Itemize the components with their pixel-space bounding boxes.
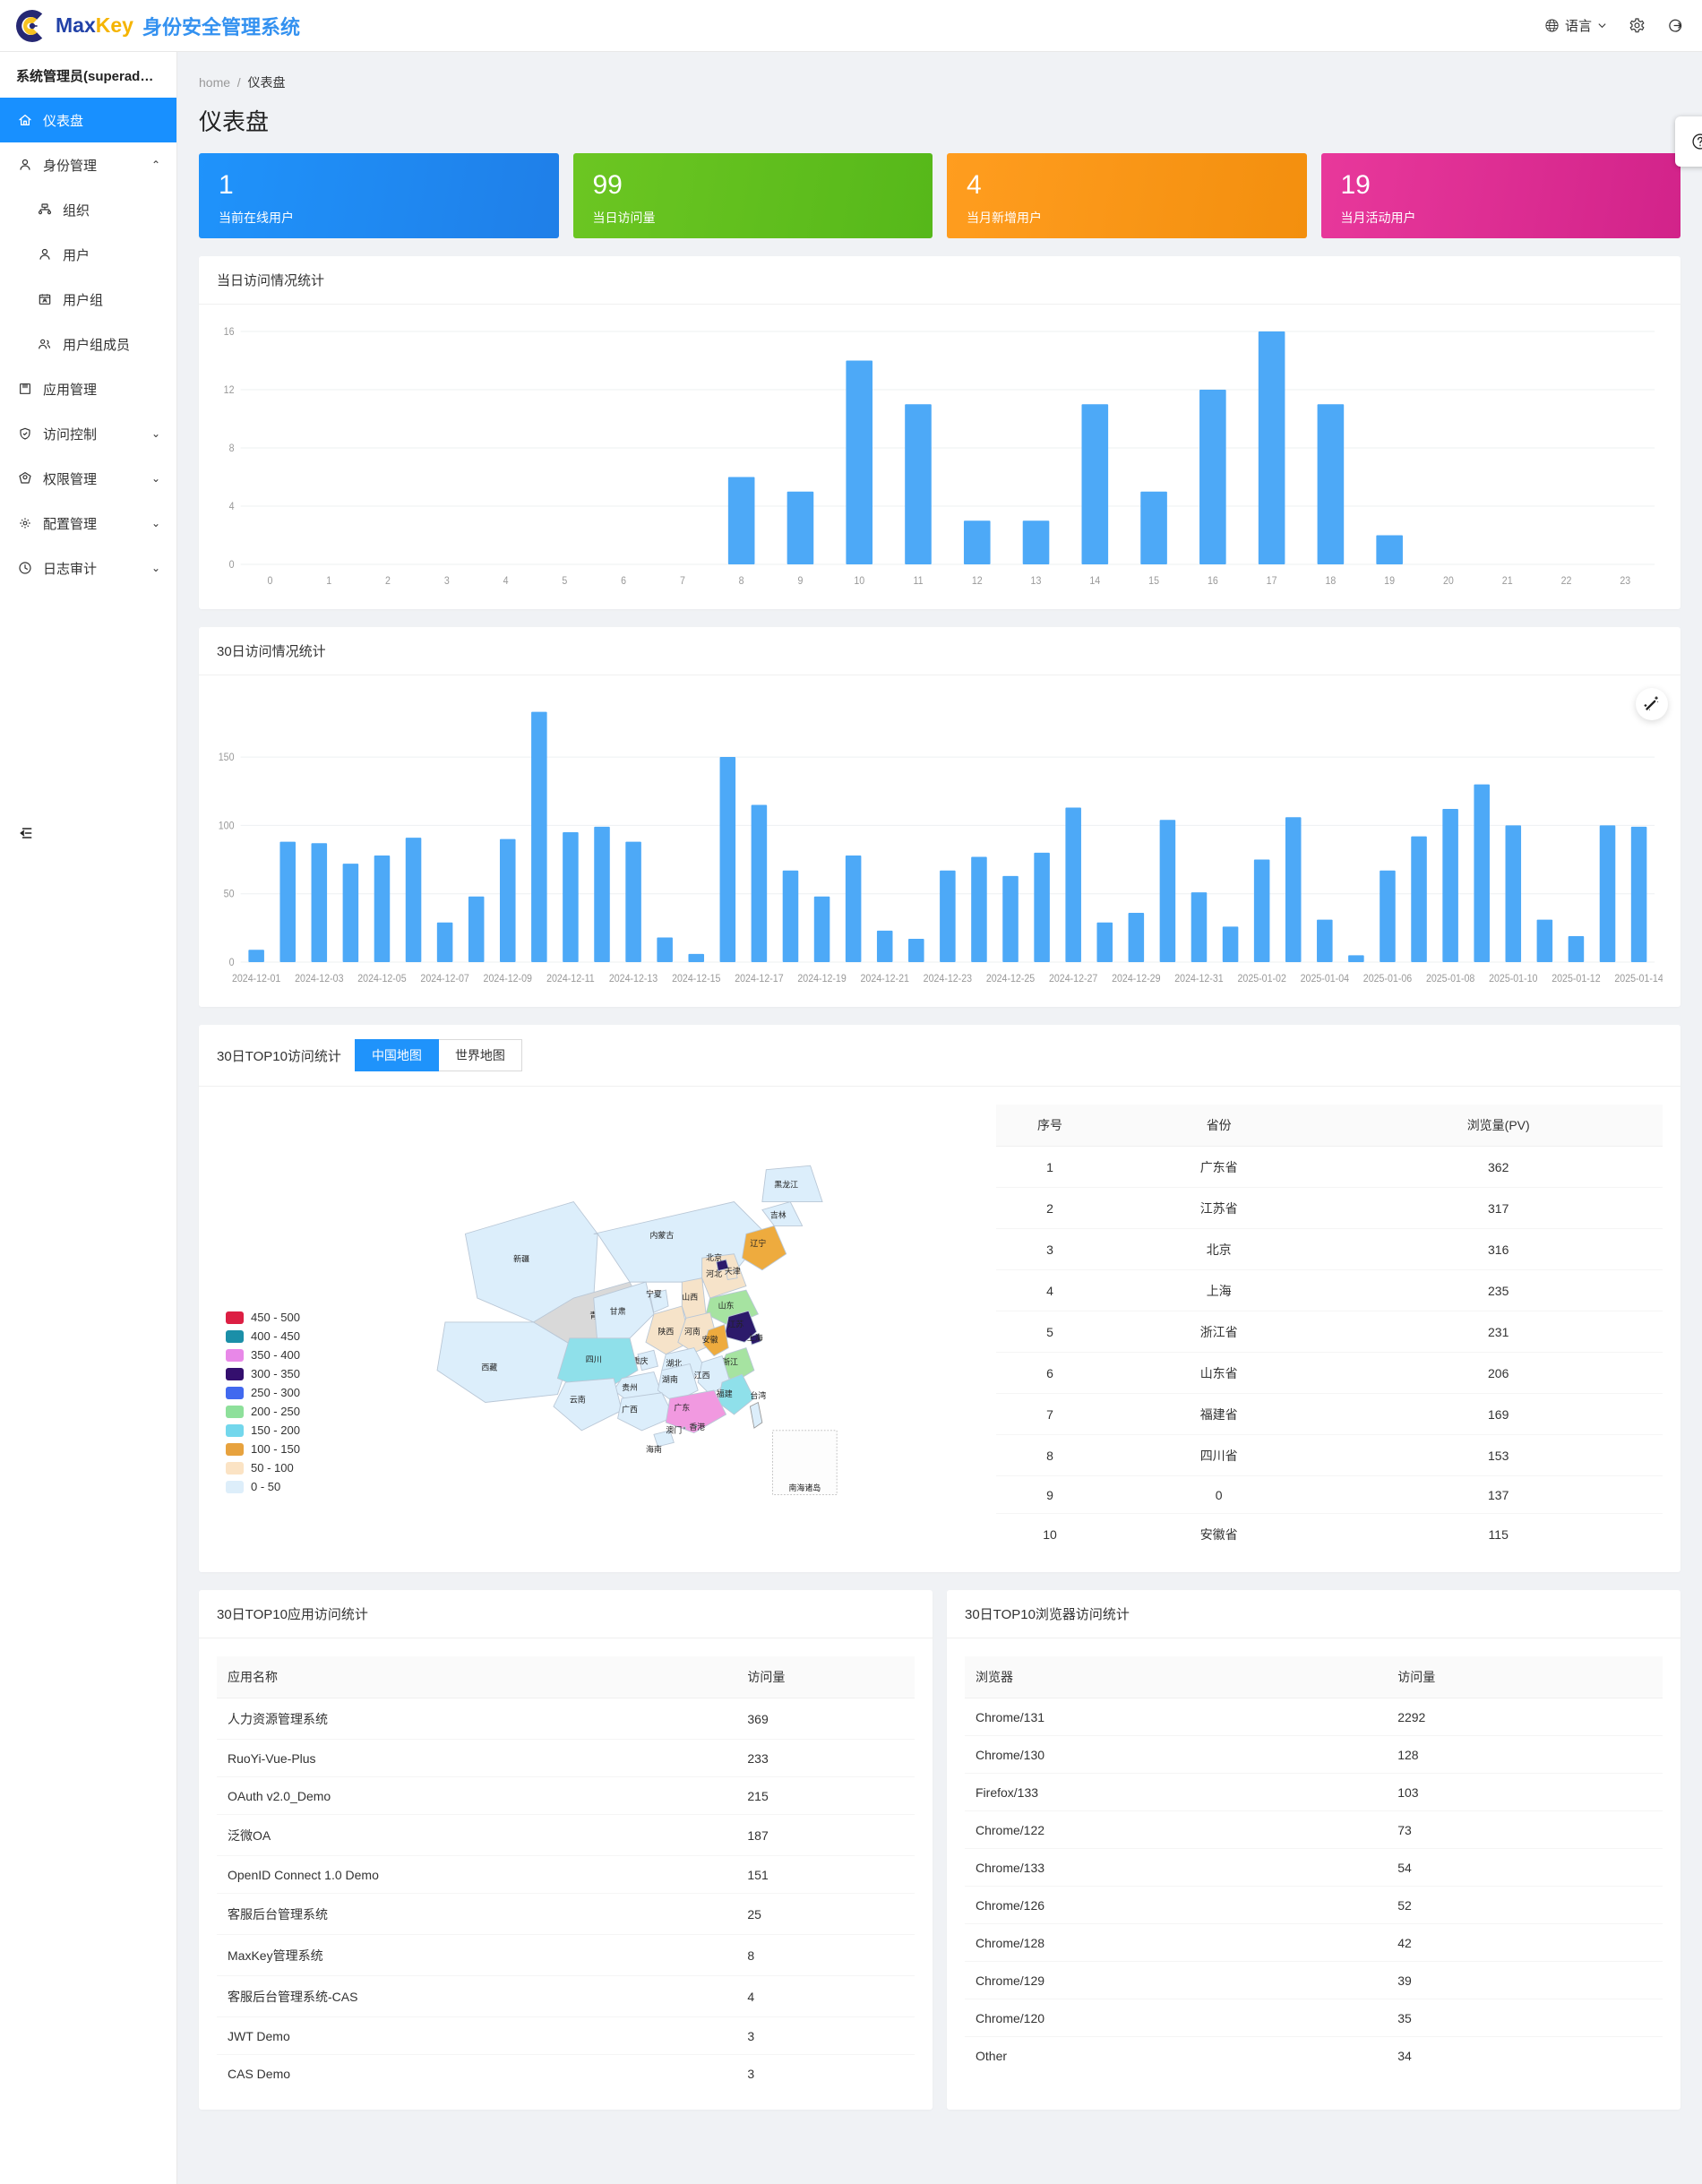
svg-text:10: 10: [854, 575, 864, 587]
svg-text:上海: 上海: [747, 1333, 763, 1343]
svg-text:四川: 四川: [586, 1355, 602, 1364]
svg-text:广西: 广西: [622, 1404, 638, 1414]
svg-text:江苏: 江苏: [727, 1319, 744, 1328]
svg-text:6: 6: [621, 575, 626, 587]
svg-text:12: 12: [972, 575, 983, 587]
svg-text:山西: 山西: [682, 1293, 698, 1302]
svg-text:22: 22: [1561, 575, 1572, 587]
svg-text:7: 7: [680, 575, 685, 587]
svg-text:澳门: 澳门: [666, 1425, 682, 1435]
svg-text:安徽: 安徽: [702, 1334, 718, 1344]
svg-text:广东: 广东: [674, 1402, 690, 1412]
svg-text:2024-12-27: 2024-12-27: [1049, 973, 1097, 985]
svg-text:吉林: 吉林: [770, 1209, 787, 1219]
svg-text:2024-12-11: 2024-12-11: [546, 973, 595, 985]
svg-text:南海诸岛: 南海诸岛: [788, 1483, 821, 1492]
svg-text:西藏: 西藏: [481, 1363, 497, 1372]
svg-text:2024-12-03: 2024-12-03: [295, 973, 343, 985]
svg-text:4: 4: [229, 501, 235, 512]
svg-text:2025-01-12: 2025-01-12: [1552, 973, 1600, 985]
svg-text:2025-01-10: 2025-01-10: [1489, 973, 1537, 985]
svg-text:河南: 河南: [684, 1326, 701, 1336]
svg-text:江西: 江西: [694, 1371, 710, 1380]
svg-text:2024-12-13: 2024-12-13: [609, 973, 658, 985]
svg-text:云南: 云南: [570, 1395, 586, 1405]
svg-text:8: 8: [739, 575, 744, 587]
svg-text:18: 18: [1325, 575, 1336, 587]
svg-text:2024-12-05: 2024-12-05: [357, 973, 406, 985]
svg-text:内蒙古: 内蒙古: [649, 1230, 674, 1240]
svg-text:3: 3: [444, 575, 450, 587]
svg-text:100: 100: [219, 821, 235, 832]
svg-text:2025-01-06: 2025-01-06: [1363, 973, 1412, 985]
svg-text:2025-01-04: 2025-01-04: [1301, 973, 1349, 985]
svg-text:5: 5: [562, 575, 567, 587]
svg-text:14: 14: [1089, 575, 1100, 587]
svg-text:陕西: 陕西: [658, 1326, 674, 1336]
svg-text:2024-12-17: 2024-12-17: [735, 973, 783, 985]
svg-text:2: 2: [385, 575, 391, 587]
svg-text:2024-12-15: 2024-12-15: [672, 973, 720, 985]
svg-text:福建: 福建: [717, 1389, 733, 1398]
svg-text:2025-01-14: 2025-01-14: [1614, 973, 1663, 985]
svg-text:2024-12-25: 2024-12-25: [986, 973, 1035, 985]
svg-text:8: 8: [229, 443, 235, 454]
svg-text:海南: 海南: [646, 1444, 662, 1454]
svg-text:贵州: 贵州: [622, 1382, 638, 1392]
svg-text:台湾: 台湾: [750, 1390, 766, 1400]
svg-text:50: 50: [224, 889, 235, 900]
svg-text:11: 11: [913, 575, 923, 587]
svg-text:北京: 北京: [706, 1252, 722, 1262]
svg-text:15: 15: [1148, 575, 1159, 587]
svg-text:19: 19: [1384, 575, 1395, 587]
svg-text:17: 17: [1267, 575, 1277, 587]
svg-text:2024-12-21: 2024-12-21: [861, 973, 909, 985]
svg-text:甘肃: 甘肃: [610, 1306, 626, 1316]
svg-text:21: 21: [1502, 575, 1513, 587]
svg-text:150: 150: [219, 752, 235, 764]
svg-text:湖南: 湖南: [662, 1374, 678, 1384]
svg-text:16: 16: [1208, 575, 1218, 587]
svg-text:2025-01-02: 2025-01-02: [1238, 973, 1286, 985]
svg-text:2024-12-07: 2024-12-07: [420, 973, 468, 985]
svg-text:2024-12-01: 2024-12-01: [232, 973, 280, 985]
svg-text:2024-12-29: 2024-12-29: [1112, 973, 1160, 985]
svg-text:辽宁: 辽宁: [750, 1238, 766, 1248]
svg-text:4: 4: [503, 575, 509, 587]
svg-text:0: 0: [268, 575, 273, 587]
svg-text:香港: 香港: [689, 1422, 705, 1432]
svg-text:宁夏: 宁夏: [646, 1288, 662, 1298]
svg-text:新疆: 新疆: [513, 1254, 529, 1264]
svg-text:2024-12-23: 2024-12-23: [924, 973, 972, 985]
svg-text:0: 0: [229, 957, 235, 968]
svg-text:2024-12-19: 2024-12-19: [797, 973, 846, 985]
svg-text:12: 12: [224, 384, 235, 396]
svg-text:23: 23: [1620, 575, 1630, 587]
svg-text:山东: 山东: [718, 1301, 735, 1311]
svg-text:2025-01-08: 2025-01-08: [1426, 973, 1474, 985]
svg-text:13: 13: [1031, 575, 1042, 587]
svg-text:2024-12-31: 2024-12-31: [1174, 973, 1223, 985]
svg-text:9: 9: [797, 575, 803, 587]
svg-text:16: 16: [224, 326, 235, 338]
svg-text:1: 1: [326, 575, 331, 587]
svg-text:0: 0: [229, 559, 235, 571]
svg-text:2024-12-09: 2024-12-09: [484, 973, 532, 985]
svg-text:天津: 天津: [725, 1267, 741, 1276]
svg-text:黑龙江: 黑龙江: [774, 1179, 798, 1189]
svg-text:20: 20: [1443, 575, 1454, 587]
